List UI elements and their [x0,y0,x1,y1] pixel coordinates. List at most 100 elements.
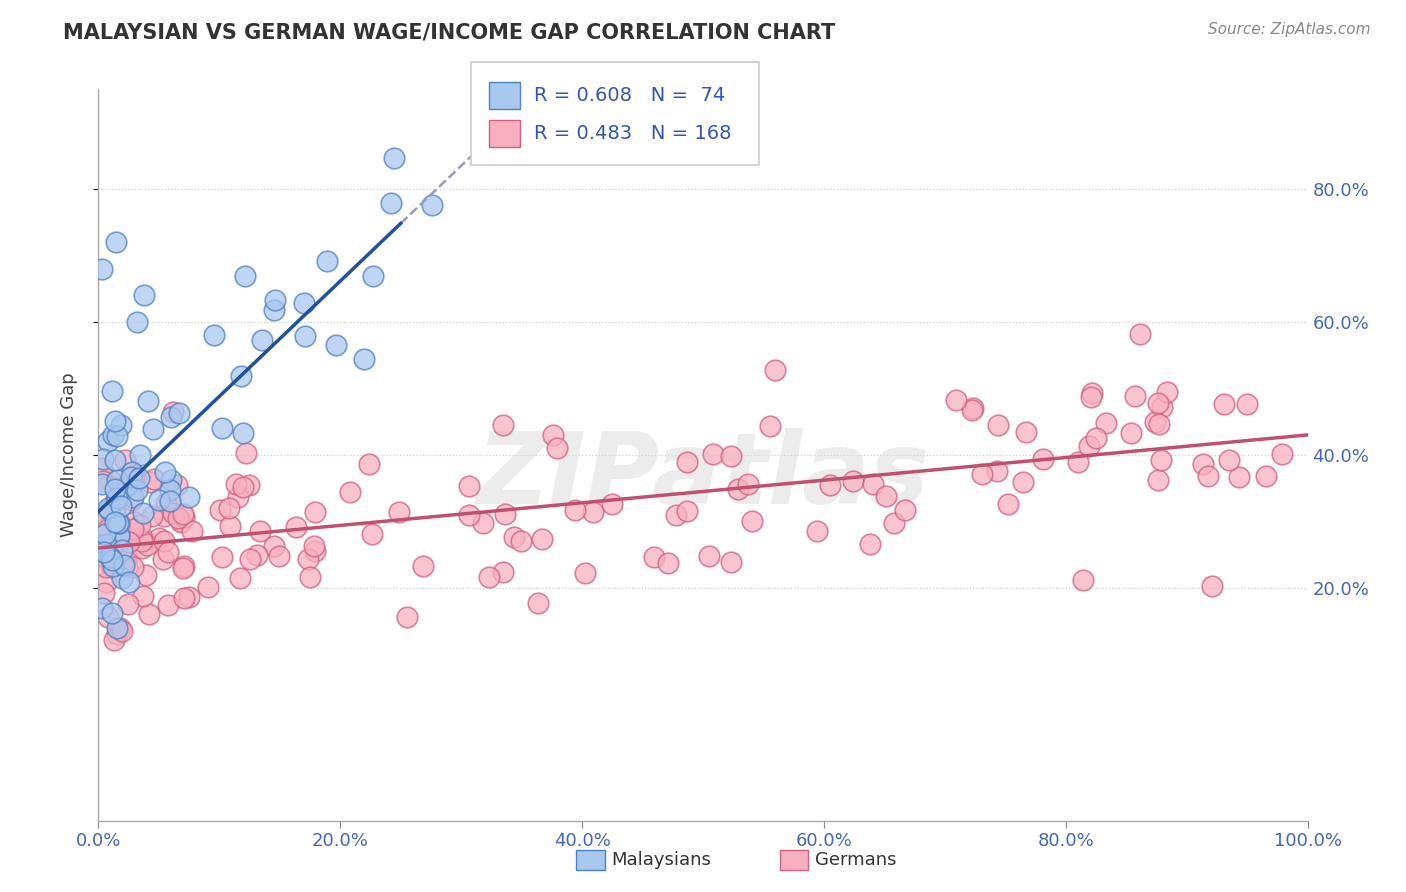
Point [361,268,384,283]
Point [141,508,163,523]
Point [94,527,117,541]
Point [115,560,138,574]
Point [491,417,513,432]
Point [1094,416,1116,430]
Point [546,442,568,456]
Point [1201,579,1223,593]
Point [93,508,115,522]
Point [93,585,115,599]
Point [412,559,434,574]
Point [1227,470,1250,484]
Point [91,543,114,558]
Point [132,589,155,603]
Text: MALAYSIAN VS GERMAN WAGE/INCOME GAP CORRELATION CHART: MALAYSIAN VS GERMAN WAGE/INCOME GAP CORR… [63,22,835,42]
Point [91,476,114,491]
Point [117,550,139,565]
Point [91,601,114,615]
Point [97,610,120,624]
Point [110,533,132,548]
Point [472,516,495,530]
Point [239,552,262,566]
Point [1081,385,1104,400]
Point [211,550,233,565]
Point [727,482,749,496]
Point [101,559,124,574]
Point [380,195,402,210]
Point [101,384,124,398]
Point [1143,416,1166,430]
Point [284,520,307,534]
Point [96,537,118,551]
Point [862,476,884,491]
Point [108,529,131,543]
Point [155,466,177,480]
Point [238,478,260,492]
Point [294,328,316,343]
Point [93,545,115,559]
Point [1011,475,1033,489]
Point [357,457,380,471]
Point [129,448,152,462]
Point [841,474,863,488]
Point [121,560,143,574]
Point [131,506,153,520]
Point [97,503,120,517]
Point [152,551,174,566]
Point [180,524,202,538]
Point [172,561,194,575]
Point [131,541,153,555]
Point [229,571,252,585]
Point [148,493,170,508]
Point [101,553,124,567]
Point [218,501,240,516]
Point [143,472,166,486]
Point [131,534,153,549]
Point [160,410,183,425]
Text: Source: ZipAtlas.com: Source: ZipAtlas.com [1208,22,1371,37]
Point [702,447,724,461]
Point [121,465,143,479]
Point [1150,400,1173,414]
Point [96,520,118,534]
Point [269,549,291,563]
Point [177,490,200,504]
Text: ZIPatlas: ZIPatlas [477,428,929,525]
Point [422,198,444,212]
Point [304,543,326,558]
Point [105,428,128,442]
Point [124,468,146,483]
Point [155,496,177,510]
Point [478,570,501,584]
Point [153,508,176,523]
Point [763,363,786,377]
Point [492,566,515,580]
Point [136,538,159,552]
Point [169,515,191,529]
Point [1071,574,1094,588]
Point [233,268,256,283]
Point [859,537,882,551]
Point [105,491,128,505]
Point [297,552,319,566]
Point [1146,395,1168,409]
Point [304,505,326,519]
Point [105,621,128,635]
Point [91,261,114,276]
Point [173,509,195,524]
Point [1212,397,1234,411]
Point [110,492,132,507]
Point [292,296,315,310]
Text: Malaysians: Malaysians [612,851,711,869]
Point [135,568,157,582]
Point [986,464,1008,478]
Point [1256,468,1278,483]
Point [117,597,139,611]
Point [315,254,337,268]
Point [94,560,117,574]
Point [108,621,131,635]
Point [136,394,159,409]
Point [94,574,117,589]
Point [1078,438,1101,452]
Point [111,572,134,586]
Point [97,555,120,569]
